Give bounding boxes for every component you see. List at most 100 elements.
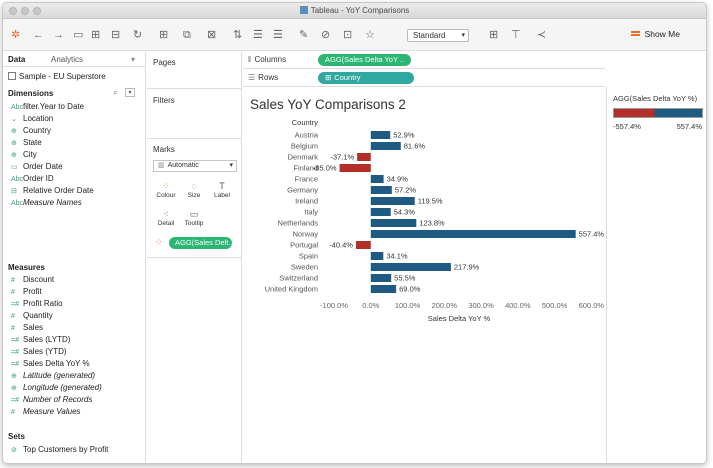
bar[interactable] [370, 263, 451, 271]
size-button[interactable]: ◌ Size [182, 178, 206, 202]
bar[interactable] [370, 142, 401, 150]
bar[interactable] [370, 197, 415, 205]
data-label: 54.3% [394, 208, 416, 217]
dimensions-menu-icon[interactable]: ▾ [125, 88, 135, 97]
rows-shelf[interactable]: ☰ Rows ⊞ Country [243, 70, 605, 87]
search-icon[interactable]: ⌕ [113, 88, 118, 97]
cards-column: Pages Filters Marks ▥ Automatic ▾ ⁘ Colour … [147, 52, 242, 463]
sort-ascending-icon[interactable]: ☰ [253, 29, 263, 41]
dimension-field[interactable]: ⊟ Relative Order Date [11, 186, 94, 195]
datasource[interactable]: Sample - EU Superstore [8, 72, 106, 81]
dimension-field[interactable]: AbcMeasure Names [11, 198, 82, 207]
bar[interactable] [370, 208, 391, 216]
columns-pill[interactable]: AGG(Sales Delta YoY .. [318, 54, 412, 66]
highlight-icon[interactable]: ✎ [299, 29, 309, 41]
marks-card-title: Marks [153, 145, 175, 154]
x-tick-label: 400.0% [505, 301, 531, 310]
rows-pill[interactable]: ⊞ Country [318, 72, 414, 84]
x-tick-label: 600.0% [579, 301, 605, 310]
field-label: Top Customers by Profit [23, 445, 109, 454]
x-tick-label: -100.0% [320, 301, 348, 310]
mark-type-select[interactable]: ▥ Automatic ▾ [153, 160, 237, 172]
bar[interactable] [339, 164, 371, 172]
group-members-icon[interactable]: ⊘ [321, 29, 331, 41]
presentation-mode-icon[interactable]: ⊤ [511, 29, 521, 41]
sort-descending-icon[interactable]: ☰ [273, 29, 283, 41]
dimension-field[interactable]: Abcfilter.Year to Date [11, 102, 84, 111]
duplicate-sheet-icon[interactable]: ⧉ [183, 29, 191, 41]
bar[interactable] [370, 131, 391, 139]
detail-button[interactable]: ⁖ Detail [154, 206, 178, 230]
tab-menu-icon[interactable]: ▾ [131, 55, 136, 64]
measure-field[interactable]: =# Profit Ratio [11, 299, 63, 308]
swap-rows-columns-icon[interactable]: ⇅ [233, 29, 243, 41]
refresh-icon[interactable]: ↻ [133, 29, 143, 41]
legend-colour-ramp[interactable] [613, 108, 703, 118]
measure-field[interactable]: =# Number of Records [11, 395, 92, 404]
mark-type-value: Automatic [167, 162, 199, 169]
measure-field[interactable]: ⊕ Longitude (generated) [11, 383, 102, 392]
dimension-field[interactable]: ⊕ State [11, 138, 42, 147]
dimension-field[interactable]: ▭ Order Date [11, 162, 63, 171]
close-window-button[interactable] [9, 7, 17, 15]
measure-field[interactable]: # Profit [11, 287, 42, 296]
show-cards-icon[interactable]: ⊞ [489, 29, 499, 41]
new-worksheet-icon[interactable]: ⊞ [159, 29, 169, 41]
bar[interactable] [355, 241, 371, 249]
measure-field[interactable]: # Sales [11, 323, 43, 332]
dimension-field[interactable]: ⊕ Country [11, 126, 51, 135]
category-label: France [295, 175, 318, 184]
fix-axes-icon[interactable]: ☆ [365, 29, 375, 41]
show-me-button[interactable]: Show Me [630, 29, 680, 39]
tableau-logo-icon[interactable]: ✲ [11, 29, 21, 41]
share-icon[interactable]: ≺ [537, 29, 547, 41]
measure-field[interactable]: =# Sales (LYTD) [11, 335, 70, 344]
data-label: 123.8% [419, 219, 445, 228]
field-label: Sales (LYTD) [23, 335, 71, 344]
zoom-window-button[interactable] [33, 7, 41, 15]
bar[interactable] [370, 186, 392, 194]
tooltip-button[interactable]: ▭ Tooltip [182, 206, 206, 230]
save-icon[interactable]: ▭ [73, 29, 84, 41]
measure-field[interactable]: # Discount [11, 275, 54, 284]
dimension-field[interactable]: AbcOrder ID [11, 174, 54, 183]
tableau-window: Tableau - YoY Comparisons ✲ ← → ▭ ⊞ ⊟ ↻ … [2, 2, 707, 464]
bar[interactable] [370, 175, 384, 183]
colour-pill[interactable]: AGG(Sales Delt... [169, 237, 232, 249]
measure-field[interactable]: =# Sales Delta YoY % [11, 359, 90, 368]
legend-title: AGG(Sales Delta YoY %) [613, 94, 698, 103]
label-button[interactable]: T Label [210, 178, 234, 202]
show-mark-labels-icon[interactable]: ⊡ [343, 29, 353, 41]
bar[interactable] [370, 230, 576, 238]
field-label: Latitude (generated) [23, 371, 96, 380]
field-label: Profit Ratio [23, 299, 63, 308]
set-field[interactable]: ⊘ Top Customers by Profit [11, 445, 108, 454]
field-label: Profit [23, 287, 42, 296]
bar[interactable] [370, 285, 397, 293]
dimension-field[interactable]: ⌄ Location [11, 114, 53, 123]
bar[interactable] [370, 219, 417, 227]
forward-icon[interactable]: → [53, 29, 64, 41]
field-type-icon: ⊕ [11, 140, 17, 147]
bar[interactable] [370, 274, 392, 282]
colour-label: Colour [156, 192, 176, 199]
columns-icon: ⦀ [248, 55, 252, 64]
clear-sheet-icon[interactable]: ⊠ [207, 29, 217, 41]
measure-field[interactable]: =# Sales (YTD) [11, 347, 67, 356]
columns-shelf[interactable]: ⦀ Columns AGG(Sales Delta YoY .. [243, 52, 605, 69]
measure-field[interactable]: # Quantity [11, 311, 53, 320]
measure-field[interactable]: # Measure Values [11, 407, 81, 416]
dimension-field[interactable]: ⊕ City [11, 150, 37, 159]
pause-updates-icon[interactable]: ⊟ [111, 29, 121, 41]
fit-select[interactable]: Standard ▾ [407, 29, 469, 42]
minimize-window-button[interactable] [21, 7, 29, 15]
bar[interactable] [357, 153, 371, 161]
tab-analytics[interactable]: Analytics [51, 55, 84, 64]
bar[interactable] [370, 252, 384, 260]
colour-button[interactable]: ⁘ Colour [154, 178, 178, 202]
back-icon[interactable]: ← [33, 29, 44, 41]
new-datasource-icon[interactable]: ⊞ [91, 29, 101, 41]
main-toolbar: ✲ ← → ▭ ⊞ ⊟ ↻ ⊞ ⧉ ⊠ ⇅ ☰ ☰ ✎ ⊘ ⊡ ☆ Standa… [3, 19, 706, 51]
measure-field[interactable]: ⊕ Latitude (generated) [11, 371, 95, 380]
tab-data[interactable]: Data [8, 55, 26, 64]
